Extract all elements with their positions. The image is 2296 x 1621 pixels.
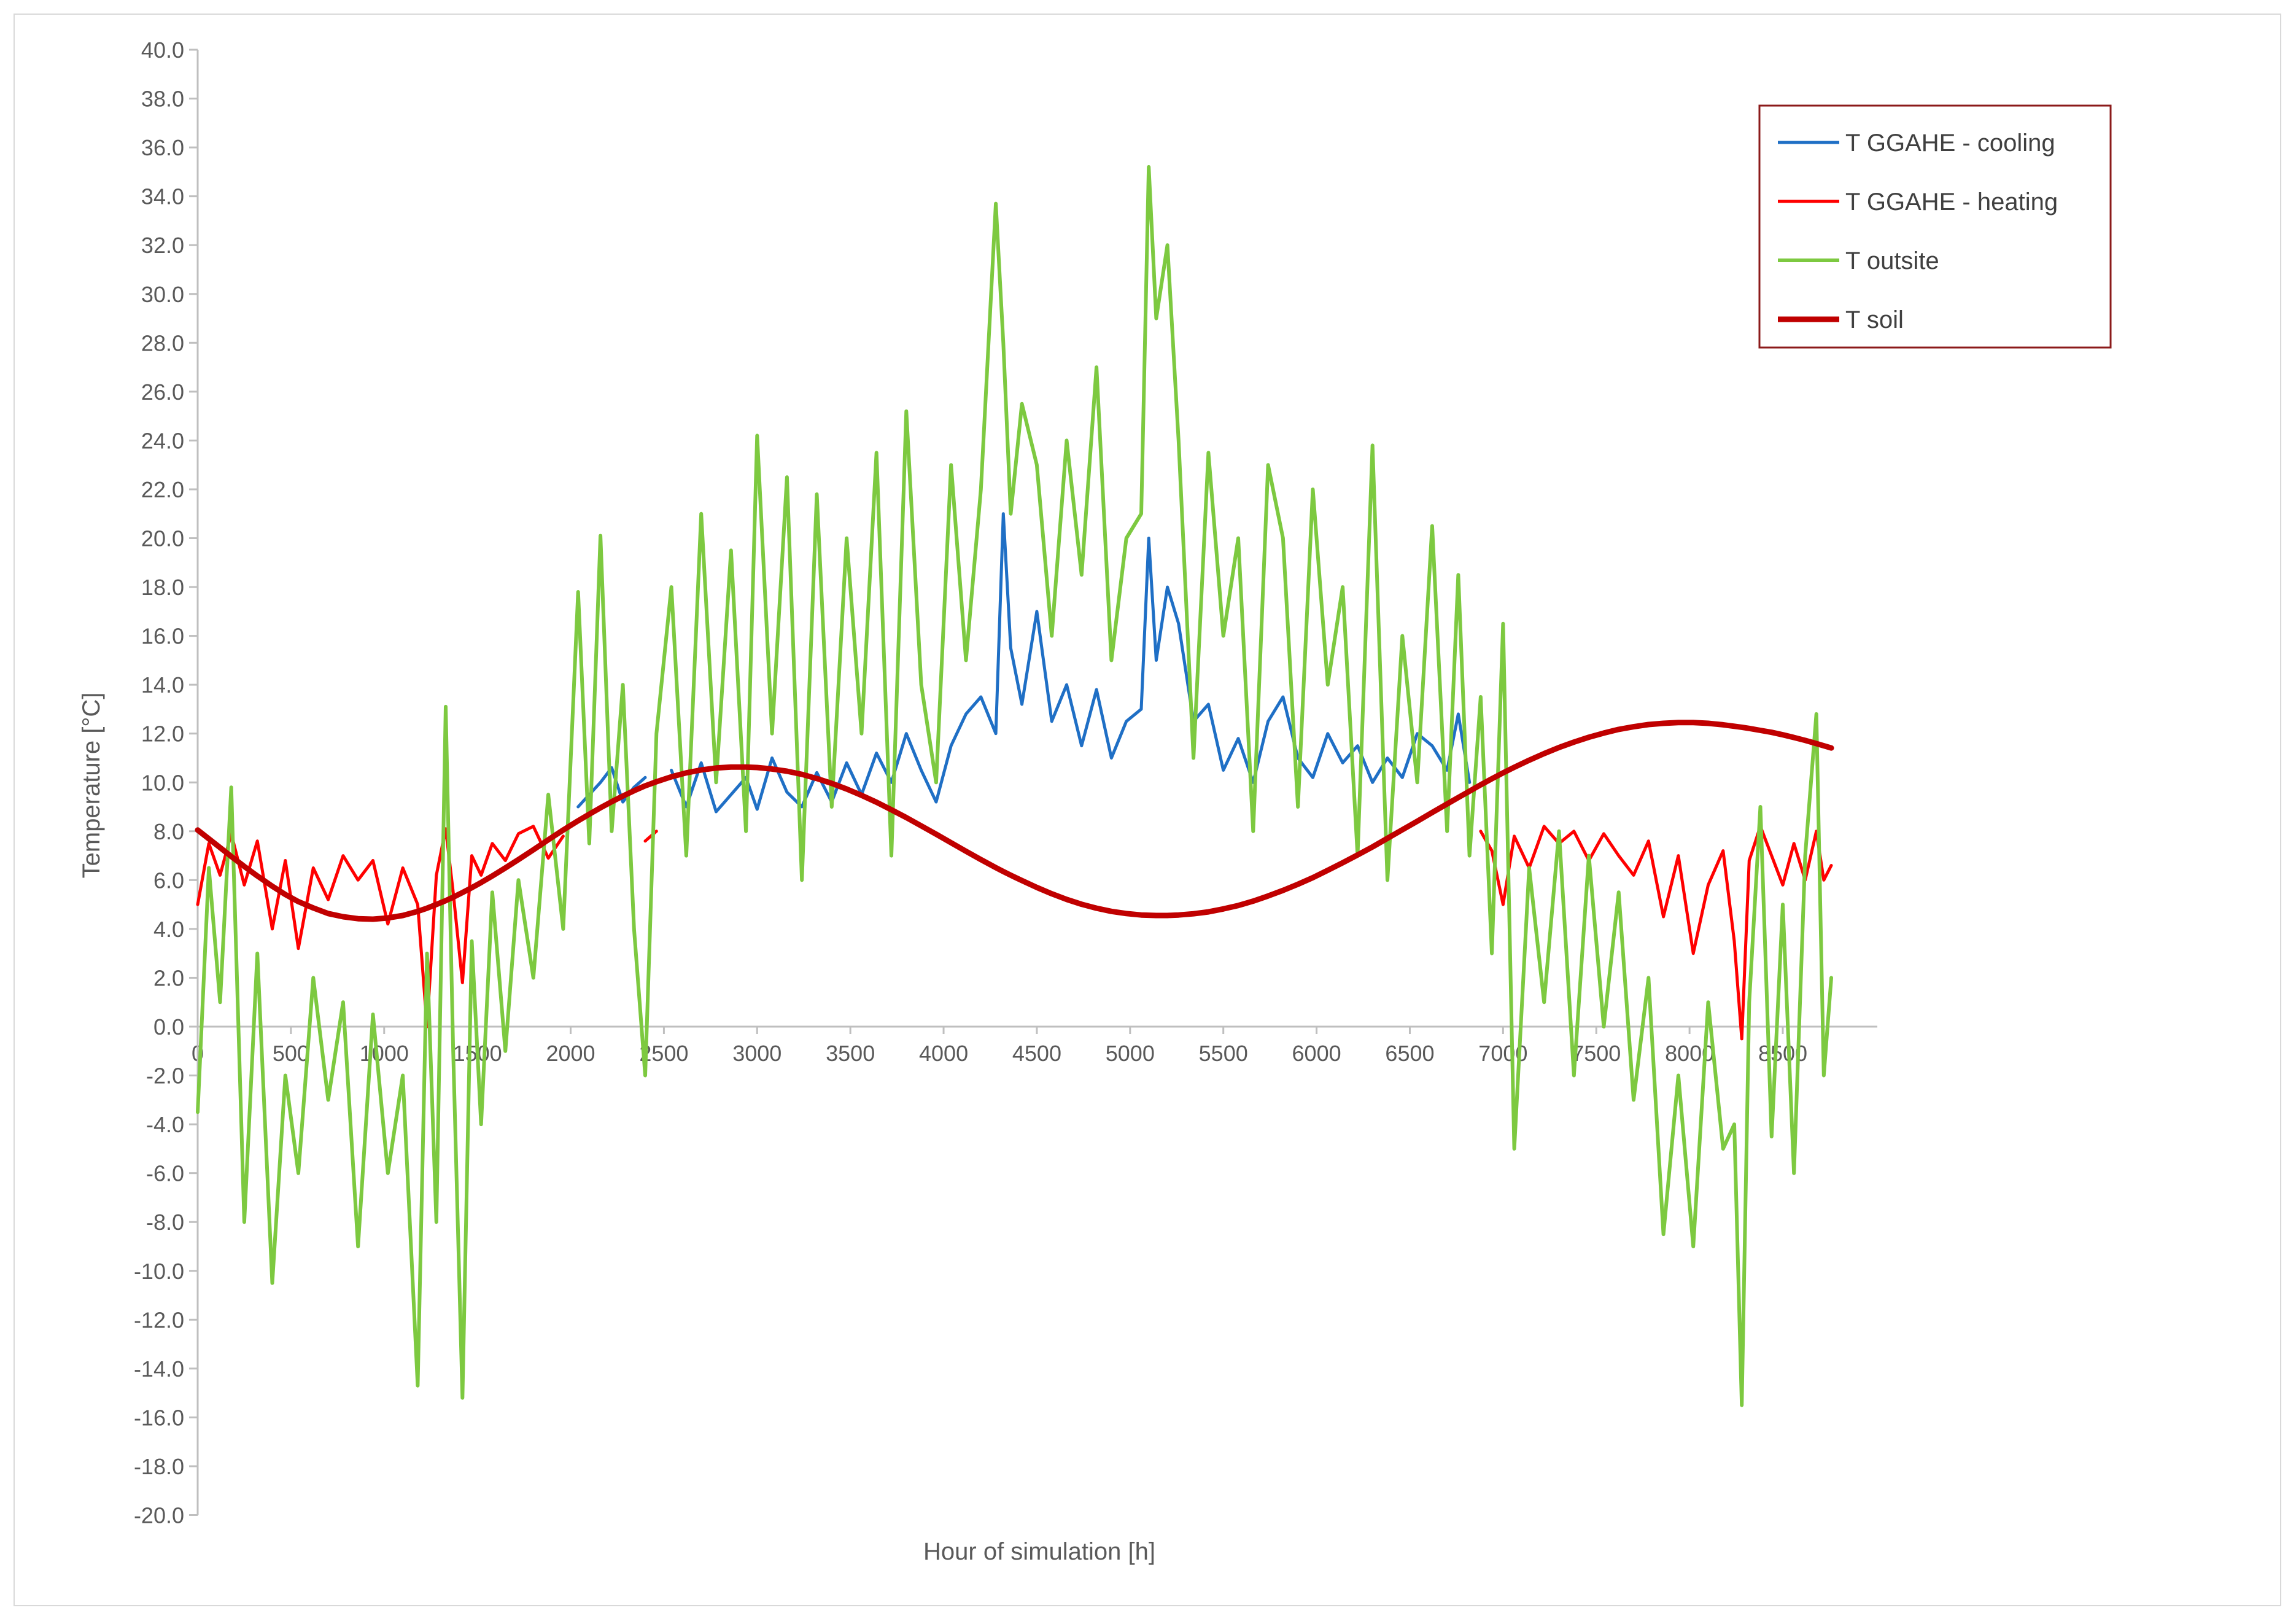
- y-tick-label: 24.0: [141, 428, 184, 453]
- x-axis-tick-labels: 0500100015002000250030003500400045005000…: [192, 1027, 1807, 1066]
- y-tick-label: -12.0: [134, 1307, 184, 1332]
- legend: T GGAHE - cooling T GGAHE - heating T outs…: [1758, 104, 2112, 349]
- x-tick-label: 4000: [919, 1041, 968, 1066]
- y-tick-label: 12.0: [141, 721, 184, 747]
- chart-frame: 40.0 38.0 36.0 34.0 32.0 30.0 28.0 26.0 24.0 22.0…: [14, 14, 2281, 1606]
- line-chart: 40.0 38.0 36.0 34.0 32.0 30.0 28.0 26.0 24.0 22.0…: [78, 37, 2112, 1565]
- y-tick-label: 8.0: [153, 819, 184, 844]
- y-axis-tick-labels: 40.0 38.0 36.0 34.0 32.0 30.0 28.0 26.0 24.0 22.0…: [134, 37, 198, 1528]
- y-tick-label: -2.0: [146, 1063, 184, 1089]
- y-tick-label: 20.0: [141, 526, 184, 551]
- y-tick-label: 40.0: [141, 37, 184, 63]
- x-tick-label: 3000: [732, 1041, 781, 1066]
- legend-label: T GGAHE - heating: [1845, 189, 2058, 216]
- x-tick-label: 2000: [546, 1041, 595, 1066]
- y-tick-label: -10.0: [134, 1259, 184, 1284]
- y-tick-label: 2.0: [153, 965, 184, 990]
- x-tick-label: 1000: [360, 1041, 409, 1066]
- y-tick-label: 36.0: [141, 135, 184, 160]
- y-tick-label: 10.0: [141, 770, 184, 795]
- series-layer: [195, 165, 1834, 1407]
- legend-label: T soil: [1845, 306, 1904, 333]
- y-tick-label: 26.0: [141, 379, 184, 405]
- series-line-t-outsite: [196, 165, 1833, 1407]
- y-tick-label: 38.0: [141, 87, 184, 112]
- legend-label: T GGAHE - cooling: [1845, 130, 2055, 157]
- x-tick-label: 6500: [1385, 1041, 1434, 1066]
- x-tick-label: 4500: [1012, 1041, 1061, 1066]
- y-tick-label: 14.0: [141, 672, 184, 698]
- y-tick-label: -14.0: [134, 1356, 184, 1382]
- x-tick-label: 7500: [1572, 1041, 1621, 1066]
- legend-box: [1758, 104, 2112, 349]
- y-tick-label: 0.0: [153, 1014, 184, 1040]
- x-tick-label: 3500: [826, 1041, 875, 1066]
- x-tick-label: 6000: [1292, 1041, 1341, 1066]
- y-tick-label: -16.0: [134, 1405, 184, 1430]
- x-tick-label: 5500: [1199, 1041, 1248, 1066]
- y-axis-title: Temperature [°C]: [78, 693, 105, 879]
- y-tick-label: 6.0: [153, 868, 184, 893]
- x-tick-label: 5000: [1106, 1041, 1155, 1066]
- series-line-t-soil: [195, 720, 1834, 922]
- y-tick-label: 18.0: [141, 575, 184, 600]
- legend-label: T outsite: [1845, 247, 1939, 274]
- y-tick-label: -20.0: [134, 1503, 184, 1528]
- y-tick-label: 4.0: [153, 917, 184, 942]
- y-tick-label: -6.0: [146, 1161, 184, 1186]
- y-tick-label: -4.0: [146, 1112, 184, 1137]
- y-tick-label: 32.0: [141, 233, 184, 258]
- y-tick-label: 16.0: [141, 624, 184, 649]
- y-tick-label: 34.0: [141, 184, 184, 209]
- y-tick-label: -18.0: [134, 1454, 184, 1479]
- x-axis-title: Hour of simulation [h]: [923, 1538, 1155, 1565]
- y-tick-label: 30.0: [141, 282, 184, 307]
- y-tick-label: 28.0: [141, 330, 184, 356]
- y-tick-label: -8.0: [146, 1210, 184, 1235]
- y-tick-label: 22.0: [141, 477, 184, 502]
- x-tick-label: 500: [273, 1041, 309, 1066]
